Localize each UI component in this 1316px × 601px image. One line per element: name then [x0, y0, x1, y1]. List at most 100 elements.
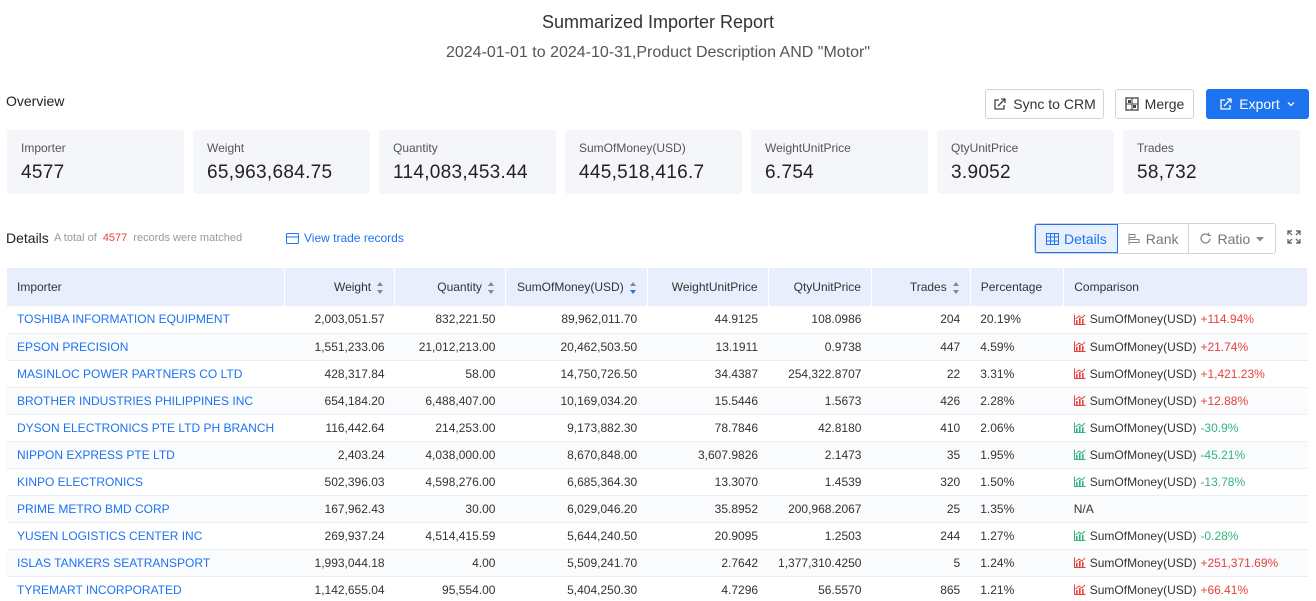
- comparison-label: SumOfMoney(USD): [1089, 582, 1197, 597]
- external-link-icon: [994, 98, 1006, 110]
- cell-percentage: 1.50%: [970, 468, 1064, 496]
- comparison: SumOfMoney(USD) -0.28%: [1073, 529, 1298, 543]
- sort-icon[interactable]: [629, 281, 637, 294]
- cell-trades: 865: [871, 576, 971, 601]
- card-value: 65,963,684.75: [207, 162, 333, 183]
- comparison-value: +1,421.23%: [1200, 366, 1265, 381]
- cell-trades: 25: [871, 495, 971, 523]
- card-sum-of-money: SumOfMoney(USD) 445,518,416.7: [565, 130, 742, 194]
- sync-to-crm-button[interactable]: Sync to CRM: [985, 89, 1104, 119]
- export-button[interactable]: Export: [1206, 89, 1309, 119]
- importer-link[interactable]: TOSHIBA INFORMATION EQUIPMENT: [17, 312, 230, 327]
- importer-link[interactable]: MASINLOC POWER PARTNERS CO LTD: [17, 366, 243, 381]
- col-trades[interactable]: Trades: [871, 268, 971, 306]
- cell-percentage: 3.31%: [970, 360, 1064, 388]
- cell-weight: 654,184.20: [284, 387, 395, 415]
- cell-percentage: 1.95%: [970, 441, 1064, 469]
- cell-weight-unit-price: 13.3070: [647, 468, 769, 496]
- comparison: N/A: [1074, 502, 1298, 516]
- records-note-prefix: A total of: [54, 232, 97, 244]
- importer-link[interactable]: KINPO ELECTRONICS: [17, 474, 144, 489]
- comparison-value: +66.41%: [1200, 582, 1249, 597]
- comparison-label: SumOfMoney(USD): [1089, 474, 1197, 489]
- table-row: EPSON PRECISION 1,551,233.06 21,012,213.00…: [7, 333, 1308, 361]
- cell-sum-of-money: 5,509,241.70: [505, 549, 648, 577]
- page-title: Summarized Importer Report: [541, 12, 775, 32]
- card-value: 58,732: [1137, 162, 1197, 183]
- comparison: SumOfMoney(USD) -45.21%: [1073, 448, 1298, 462]
- cell-weight-unit-price: 34.4387: [647, 360, 769, 388]
- col-weight-unit-price: WeightUnitPrice: [647, 268, 769, 306]
- comparison: SumOfMoney(USD) +1,421.23%: [1073, 366, 1298, 381]
- importer-link[interactable]: YUSEN LOGISTICS CENTER INC: [17, 528, 203, 543]
- view-trade-records-link[interactable]: View trade records: [286, 231, 404, 245]
- merge-button[interactable]: Merge: [1115, 89, 1194, 119]
- cell-quantity: 6,488,407.00: [394, 387, 506, 415]
- importer-link[interactable]: BROTHER INDUSTRIES PHILIPPINES INC: [17, 393, 254, 408]
- cell-trades: 410: [871, 414, 971, 442]
- cell-weight-unit-price: 78.7846: [647, 414, 769, 442]
- cell-qty-unit-price: 200,968.2067: [768, 495, 872, 523]
- sort-icon[interactable]: [487, 281, 495, 294]
- importer-link[interactable]: ISLAS TANKERS SEATRANSPORT: [17, 555, 211, 570]
- card-label: Quantity: [393, 141, 438, 155]
- fullscreen-icon[interactable]: [1287, 230, 1301, 244]
- cell-weight-unit-price: 2.7642: [647, 549, 769, 577]
- table-row: KINPO ELECTRONICS 502,396.03 4,598,276.00 6…: [7, 468, 1308, 496]
- sync-to-crm-label: Sync to CRM: [1013, 96, 1096, 112]
- col-quantity[interactable]: Quantity: [394, 268, 506, 306]
- importer-link[interactable]: EPSON PRECISION: [17, 339, 129, 354]
- cell-qty-unit-price: 2.1473: [768, 441, 872, 469]
- cell-weight: 2,003,051.57: [284, 306, 395, 334]
- card-trades: Trades 58,732: [1123, 130, 1300, 194]
- table-row: NIPPON EXPRESS PTE LTD 2,403.24 4,038,000.…: [7, 441, 1308, 469]
- tab-ratio-label: Ratio: [1217, 230, 1251, 247]
- table-row: TOSHIBA INFORMATION EQUIPMENT 2,003,051.5…: [7, 306, 1308, 334]
- col-weight[interactable]: Weight: [284, 268, 396, 306]
- importer-link[interactable]: PRIME METRO BMD CORP: [17, 501, 170, 516]
- cell-weight: 2,403.24: [284, 441, 395, 469]
- card-label: WeightUnitPrice: [765, 141, 851, 155]
- table-row: MASINLOC POWER PARTNERS CO LTD 428,317.84…: [7, 360, 1308, 388]
- comparison-label: SumOfMoney(USD): [1089, 555, 1197, 570]
- sort-icon[interactable]: [377, 281, 384, 294]
- col-comparison: Comparison: [1063, 268, 1308, 306]
- trend-chart-icon: [1073, 584, 1086, 595]
- comparison: SumOfMoney(USD) +114.94%: [1073, 312, 1298, 326]
- table-row: BROTHER INDUSTRIES PHILIPPINES INC 654,18…: [7, 387, 1308, 415]
- importer-link[interactable]: NIPPON EXPRESS PTE LTD: [17, 447, 175, 462]
- cell-weight: 116,442.64: [284, 414, 395, 442]
- cell-weight-unit-price: 4.7296: [647, 576, 769, 601]
- tab-rank[interactable]: Rank: [1118, 224, 1190, 253]
- cell-percentage: 4.59%: [970, 333, 1064, 361]
- comparison: SumOfMoney(USD) +66.41%: [1073, 582, 1298, 597]
- cell-weight: 1,142,655.04: [284, 576, 395, 601]
- tab-ratio[interactable]: Ratio: [1189, 224, 1275, 253]
- cell-qty-unit-price: 42.8180: [768, 414, 872, 442]
- importer-link[interactable]: TYREMART INCORPORATED: [17, 582, 182, 597]
- cell-comparison: SumOfMoney(USD) +1,421.23%: [1063, 360, 1308, 388]
- cell-comparison: SumOfMoney(USD) +114.94%: [1063, 306, 1308, 334]
- table-row: YUSEN LOGISTICS CENTER INC 269,937.24 4,51…: [7, 522, 1308, 550]
- cell-comparison: SumOfMoney(USD) +66.41%: [1063, 576, 1308, 601]
- tab-details-label: Details: [1064, 230, 1107, 247]
- cell-comparison: SumOfMoney(USD) -0.28%: [1063, 522, 1308, 550]
- cell-qty-unit-price: 254,322.8707: [768, 360, 872, 388]
- col-percentage-label: Percentage: [980, 280, 1043, 294]
- cell-weight: 1,551,233.06: [284, 333, 395, 361]
- cell-trades: 244: [871, 522, 971, 550]
- cell-sum-of-money: 6,029,046.20: [505, 495, 648, 523]
- tab-details[interactable]: Details: [1035, 224, 1118, 253]
- card-importer: Importer 4577: [7, 130, 184, 194]
- col-comparison-label: Comparison: [1074, 280, 1139, 294]
- cell-trades: 447: [871, 333, 971, 361]
- cell-trades: 320: [871, 468, 971, 496]
- col-sum-of-money[interactable]: SumOfMoney(USD): [505, 268, 648, 306]
- sort-icon[interactable]: [952, 281, 960, 294]
- importer-link[interactable]: DYSON ELECTRONICS PTE LTD PH BRANCH: [17, 420, 275, 435]
- details-heading: Details: [6, 230, 49, 246]
- cell-quantity: 214,253.00: [394, 414, 506, 442]
- cell-percentage: 1.24%: [970, 549, 1064, 577]
- trend-chart-icon: [1073, 422, 1086, 433]
- cell-weight: 269,937.24: [284, 522, 395, 550]
